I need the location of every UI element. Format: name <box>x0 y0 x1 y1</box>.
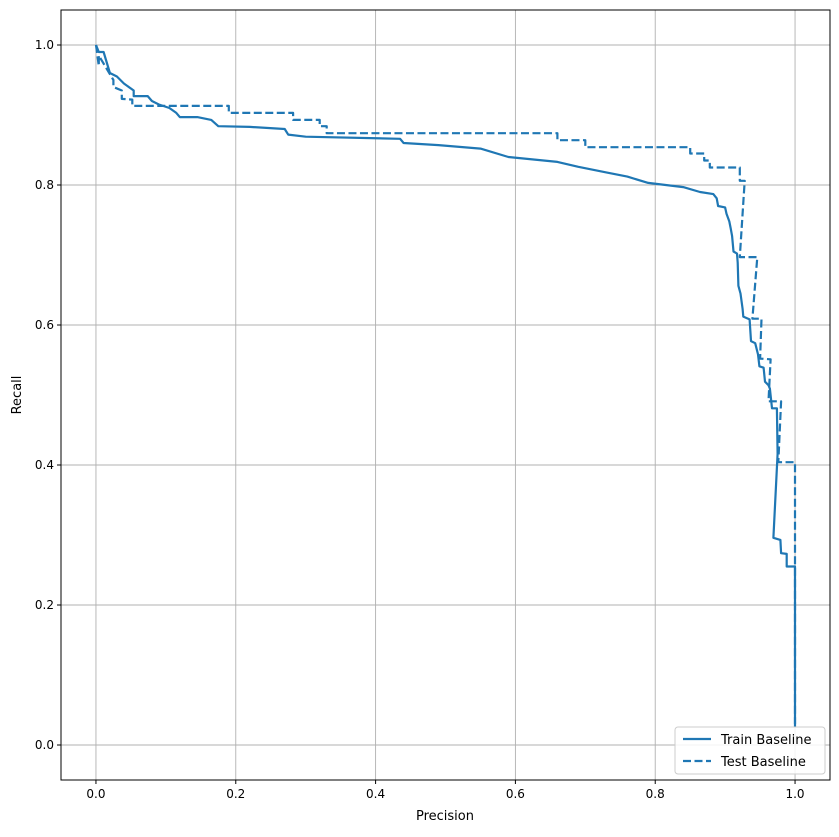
plot-frame <box>60 9 831 781</box>
legend: Train Baseline Test Baseline <box>674 726 826 775</box>
y-tick-label: 0.0 <box>35 738 54 752</box>
series-line-train-baseline <box>94 44 797 728</box>
legend-label-train: Train Baseline <box>720 733 811 748</box>
x-tick-label: 0.6 <box>506 787 525 801</box>
x-tick-label: 0.8 <box>646 787 665 801</box>
grid <box>61 10 830 780</box>
x-tick-label: 1.0 <box>785 787 804 801</box>
series-line-test-baseline <box>94 44 797 724</box>
y-axis-ticks: 0.0 0.2 0.4 0.6 0.8 1.0 <box>35 38 61 752</box>
x-tick-label: 0.2 <box>226 787 245 801</box>
y-axis-label: Recall <box>10 376 25 415</box>
x-tick-label: 0.0 <box>86 787 105 801</box>
x-axis-label: Precision <box>416 809 474 824</box>
legend-box <box>674 726 826 775</box>
y-tick-label: 0.4 <box>35 458 54 472</box>
legend-label-test: Test Baseline <box>720 755 806 770</box>
y-tick-label: 0.8 <box>35 178 54 192</box>
y-tick-label: 0.6 <box>35 318 54 332</box>
series-group <box>94 44 797 728</box>
x-tick-label: 0.4 <box>366 787 385 801</box>
y-tick-label: 1.0 <box>35 38 54 52</box>
x-axis-ticks: 0.0 0.2 0.4 0.6 0.8 1.0 <box>86 780 805 801</box>
y-tick-label: 0.2 <box>35 598 54 612</box>
